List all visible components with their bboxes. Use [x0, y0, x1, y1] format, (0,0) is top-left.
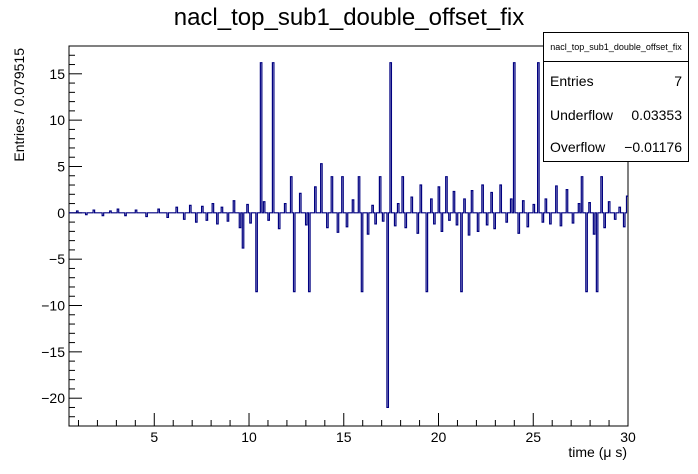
y-tick-label: 10 — [49, 112, 65, 128]
y-tick-label: −10 — [41, 298, 65, 314]
x-tick-label: 15 — [336, 429, 352, 445]
x-axis-label: time (μ s) — [568, 444, 627, 460]
y-tick-label: 0 — [57, 205, 65, 221]
x-tick-label: 20 — [431, 429, 447, 445]
y-tick-label: −20 — [41, 390, 65, 406]
plot-frame — [68, 45, 629, 427]
y-tick-label: −15 — [41, 344, 65, 360]
stats-overflow-label: Overflow — [550, 139, 606, 155]
y-tick-label: 15 — [49, 66, 65, 82]
stats-underflow-value: 0.03353 — [631, 107, 682, 123]
stats-entries-label: Entries — [550, 73, 594, 89]
axes: 5 10 15 20 25 30 −20 −15 −10 −5 0 5 10 15 — [41, 45, 636, 445]
chart-title: nacl_top_sub1_double_offset_fix — [173, 4, 525, 31]
y-tick-label: −5 — [49, 251, 65, 267]
stats-overflow-value: −0.01176 — [624, 139, 682, 155]
y-axis-label: Entries / 0.079515 — [11, 48, 27, 162]
x-tick-label: 10 — [241, 429, 257, 445]
x-tick-label: 25 — [525, 429, 541, 445]
y-tick-label: 5 — [57, 158, 65, 174]
stats-entries-value: 7 — [674, 73, 682, 89]
x-tick-label: 5 — [150, 429, 158, 445]
histogram-series — [69, 62, 628, 409]
stats-box: nacl_top_sub1_double_offset_fix Entries … — [543, 32, 689, 162]
x-tick-label: 30 — [620, 429, 636, 445]
stats-box-title: nacl_top_sub1_double_offset_fix — [544, 33, 688, 62]
stats-underflow-label: Underflow — [550, 107, 614, 123]
